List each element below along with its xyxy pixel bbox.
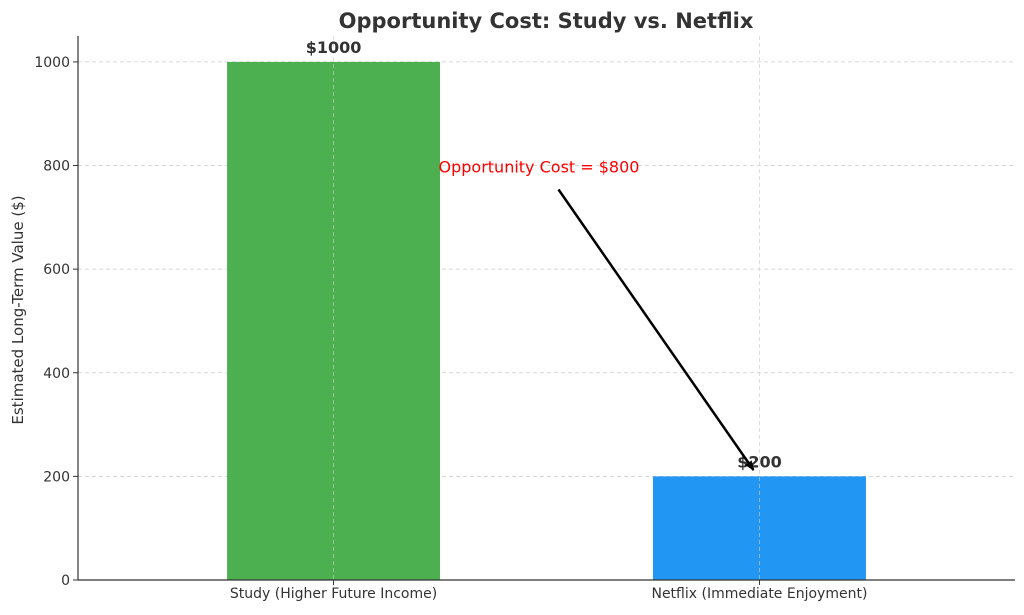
y-tick-label: 400: [43, 366, 70, 382]
annotation-arrow: [557, 188, 755, 471]
y-tick-label: 800: [43, 159, 70, 175]
bar-0: [227, 61, 441, 580]
y-axis-label: Estimated Long-Term Value ($): [9, 195, 27, 424]
bars: [227, 36, 866, 580]
y-tick-label: 1000: [34, 55, 70, 71]
y-tick-label: 0: [61, 573, 70, 589]
y-tick-label: 200: [43, 469, 70, 485]
annotation: Opportunity Cost = $800: [439, 158, 755, 471]
data-label: $1000: [306, 38, 362, 57]
axes: 0 200 400 600 800 1000 Study (Higher Future In…: [34, 36, 1015, 602]
y-tick-label: 600: [43, 262, 70, 278]
grid-lines: [78, 61, 1015, 477]
annotation-label: Opportunity Cost = $800: [439, 158, 640, 177]
x-tick-label: Netflix (Immediate Enjoyment): [651, 586, 867, 602]
x-tick-label: Study (Higher Future Income): [230, 586, 437, 602]
chart-title: Opportunity Cost: Study vs. Netflix: [339, 9, 754, 33]
